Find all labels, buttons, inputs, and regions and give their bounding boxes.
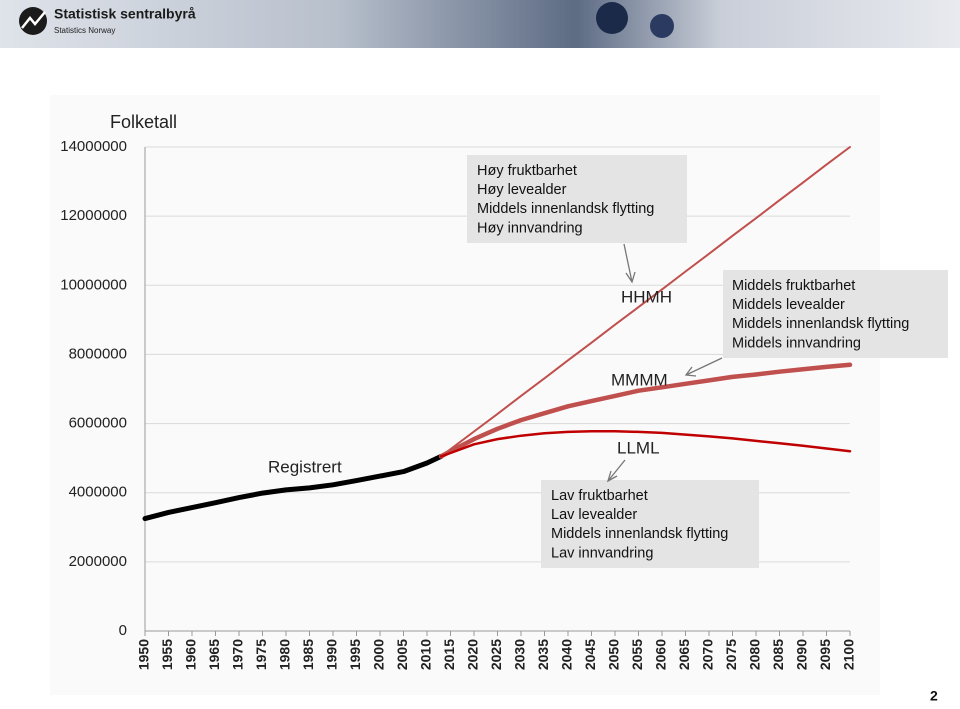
x-tick-label: 1975 [253,639,269,670]
x-tick-label: 2060 [653,639,669,670]
arrow [623,243,636,284]
x-tick-label: 2055 [629,639,645,670]
x-tick-label: 2070 [700,639,716,670]
logo-mark [21,11,46,29]
arrows [606,243,723,483]
x-tick-label: 2050 [606,639,622,670]
annotation-text: Middels innenlandsk flytting [477,201,654,217]
series-line [439,429,852,458]
x-tick-label: 1950 [136,639,152,670]
annotation-text: Lav levealder [551,507,637,523]
annotation-text: Middels innenlandsk flytting [732,316,909,332]
x-tick-label: 2020 [465,639,481,670]
x-tick-label: 2080 [747,639,763,670]
annotation-text: Lav innvandring [551,545,653,561]
annotation-text: Høy levealder [477,182,567,198]
series-label: LLML [617,438,660,457]
header-decor [596,2,628,34]
header-title: Statistisk sentralbyrå [54,6,196,22]
annotation-text: Middels levealder [732,297,845,313]
x-tick-label: 2090 [794,639,810,670]
y-tick-label: 6000000 [69,415,127,432]
x-tick-label: 2025 [488,639,504,670]
y-axis-label: Folketall [110,112,177,132]
series-label: MMMM [611,370,668,389]
x-tick-label: 2075 [723,639,739,670]
x-tick-label: 1970 [230,639,246,670]
series-line [438,362,853,459]
x-tick-label: 2030 [512,639,528,670]
annotation-box [541,480,759,568]
y-tick-label: 4000000 [69,484,127,501]
x-tick-label: 1960 [183,639,199,670]
y-tick-label: 12000000 [60,207,127,224]
y-tick-label: 2000000 [69,553,127,570]
x-tick-label: 1965 [206,639,222,670]
header-decor [650,14,674,38]
x-tick-label: 2040 [559,639,575,670]
x-tick-label: 2095 [817,639,833,670]
y-tick-label: 8000000 [69,345,127,362]
series-line [440,146,851,458]
annotation-text: Lav fruktbarhet [551,488,648,504]
series-label: HHMH [621,287,672,306]
x-tick-label: 2005 [394,639,410,670]
x-tick-label: 2010 [418,639,434,670]
x-tick-label: 1990 [324,639,340,670]
x-tick-label: 1955 [159,639,175,670]
x-tick-label: 1980 [277,639,293,670]
page-number: 2 [930,688,938,704]
chart-panel [50,95,880,695]
y-tick-label: 10000000 [60,276,127,293]
x-tick-label: 2045 [582,639,598,670]
annotation-text: Middels innvandring [732,335,861,351]
arrow [606,459,626,483]
x-tick-label: 2035 [535,639,551,670]
x-tick-label: 1985 [300,639,316,670]
x-tick-label: 2085 [770,639,786,670]
x-tick-label: 2015 [441,639,457,670]
x-tick-label: 2100 [841,639,857,670]
series-label: Registrert [268,457,342,476]
header-banner [0,0,960,48]
annotation-text: Høy fruktbarhet [477,163,577,179]
x-tick-label: 1995 [347,639,363,670]
y-tick-label: 14000000 [60,138,127,155]
arrow [684,357,723,377]
x-tick-label: 2065 [676,639,692,670]
annotation-text: Høy innvandring [477,220,583,236]
x-tick-label: 2000 [371,639,387,670]
series-line [142,453,444,522]
annotation-box [723,270,948,358]
annotation-text: Middels innenlandsk flytting [551,526,728,542]
y-tick-label: 0 [119,622,127,639]
annotation-box [467,155,687,243]
header-subtitle: Statistics Norway [54,26,115,35]
annotation-text: Middels fruktbarhet [732,278,855,294]
